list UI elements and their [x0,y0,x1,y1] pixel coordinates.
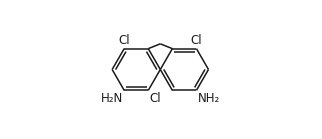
Text: Cl: Cl [118,34,130,47]
Text: NH₂: NH₂ [198,92,220,105]
Text: Cl: Cl [150,92,161,105]
Text: Cl: Cl [191,34,202,47]
Text: H₂N: H₂N [100,92,123,105]
